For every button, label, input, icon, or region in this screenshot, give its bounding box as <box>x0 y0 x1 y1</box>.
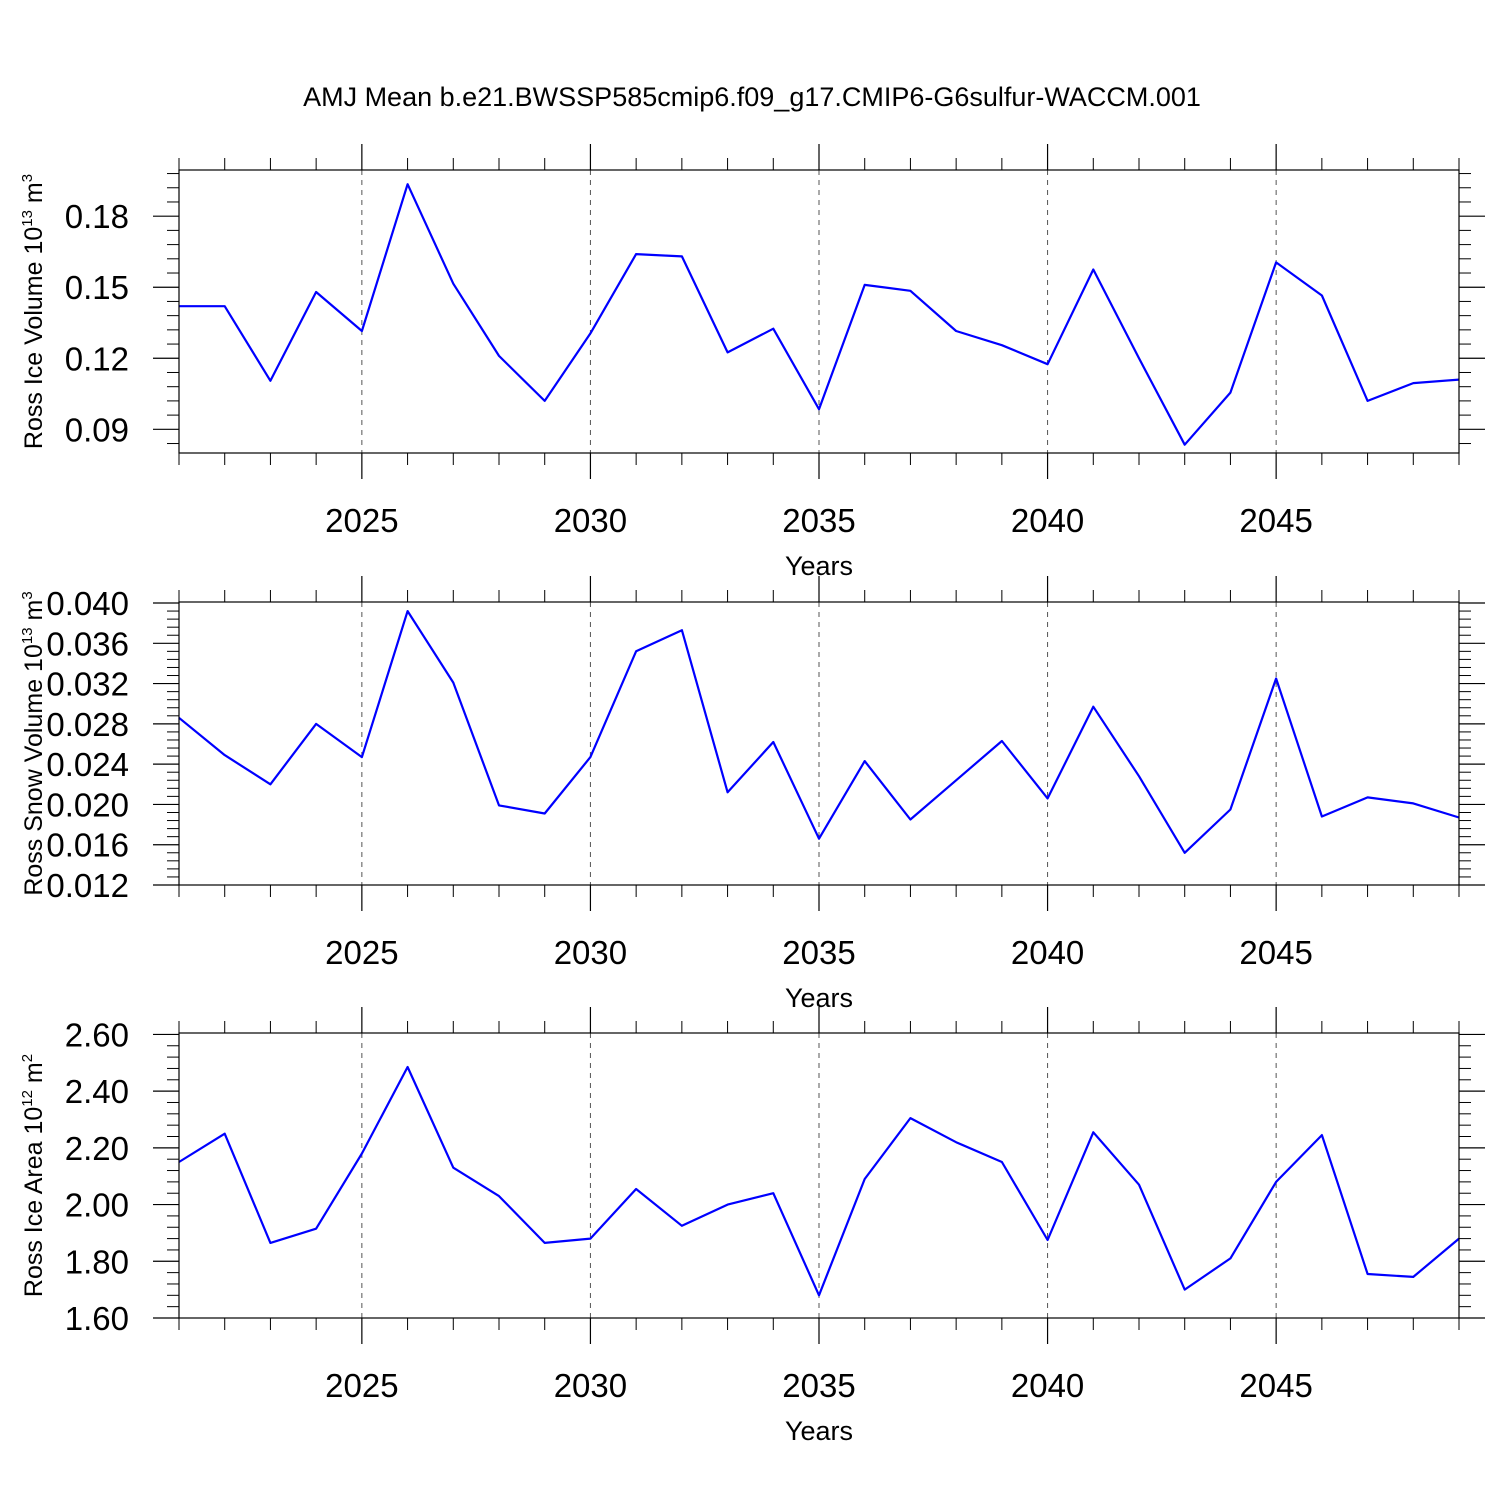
x-tick-label: 2030 <box>554 502 627 539</box>
y-axis-label: Ross Snow Volume 1013 m3 <box>19 591 48 895</box>
ice-volume-line <box>179 183 1460 446</box>
panel-ice-area: 1.60 1.80 2.00 2.20 2.40 2.60 2025 2030 2035 204… <box>19 1007 1485 1446</box>
x-tick-label: 2030 <box>554 934 627 971</box>
x-axis-label: Years <box>785 1416 853 1446</box>
y-axis-label: Ross Ice Volume 1013 m3 <box>19 174 48 449</box>
figure-title: AMJ Mean b.e21.BWSSP585cmip6.f09_g17.CMI… <box>303 82 1201 112</box>
y-tick-label: 0.15 <box>65 269 129 306</box>
y-tick-label: 1.60 <box>65 1300 129 1337</box>
ice-area-line <box>178 1065 1460 1297</box>
y-tick-label: 0.024 <box>46 746 129 783</box>
y-tick-label: 1.80 <box>65 1243 129 1280</box>
x-tick-label: 2035 <box>782 502 855 539</box>
x-tick-label: 2025 <box>325 502 398 539</box>
y-tick-label: 2.20 <box>65 1130 129 1167</box>
y-tick-label: 0.036 <box>46 625 129 662</box>
panel-ice-volume: 0.090.120.150.18 2025 2030 2035 2040 2045 Ye… <box>19 144 1485 581</box>
y-tick-label: 0.09 <box>65 411 129 448</box>
x-tick-label: 2025 <box>325 1367 398 1404</box>
x-tick-label: 2035 <box>782 934 855 971</box>
y-tick-label: 0.040 <box>46 585 129 622</box>
x-tick-label: 2045 <box>1239 1367 1312 1404</box>
y-tick-label: 0.18 <box>65 198 129 235</box>
x-tick-label: 2035 <box>782 1367 855 1404</box>
x-tick-label: 2030 <box>554 1367 627 1404</box>
y-tick-label: 2.40 <box>65 1073 129 1110</box>
y-tick-label: 0.028 <box>46 706 129 743</box>
x-tick-label: 2040 <box>1011 934 1084 971</box>
x-tick-label: 2040 <box>1011 1367 1084 1404</box>
snow-volume-line <box>178 609 1460 854</box>
y-tick-label: 0.032 <box>46 666 129 703</box>
x-tick-label: 2025 <box>325 934 398 971</box>
y-tick-label: 0.016 <box>46 827 129 864</box>
y-tick-label: 0.020 <box>46 786 129 823</box>
x-tick-label: 2045 <box>1239 502 1312 539</box>
y-tick-label: 0.012 <box>46 867 129 904</box>
y-tick-label: 2.00 <box>65 1187 129 1224</box>
x-tick-label: 2045 <box>1239 934 1312 971</box>
y-tick-label: 2.60 <box>65 1016 129 1053</box>
x-tick-label: 2040 <box>1011 502 1084 539</box>
y-axis-label: Ross Ice Area 1012 m2 <box>19 1054 48 1297</box>
y-tick-label: 0.12 <box>65 340 129 377</box>
